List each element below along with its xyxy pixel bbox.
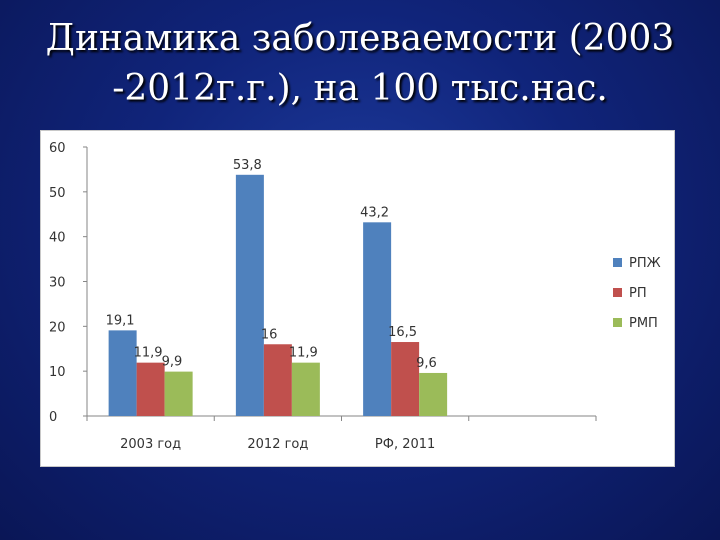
data-label: 9,6	[416, 356, 437, 371]
bar-РПЖ-1	[108, 330, 137, 416]
legend-label: РПЖ	[629, 256, 661, 271]
data-label: 16	[261, 327, 278, 342]
data-label: 43,2	[360, 205, 389, 220]
bar-РПЖ-3	[363, 222, 392, 416]
legend-label: РП	[629, 286, 647, 301]
slide-title: Динамика заболеваемости (2003 -2012г.г.)…	[20, 14, 700, 114]
x-category-label: 2012 год	[247, 437, 308, 452]
data-label: 53,8	[233, 158, 262, 173]
y-tick-label: 30	[49, 276, 66, 291]
data-label: 19,1	[106, 313, 135, 328]
data-label: 11,9	[134, 346, 163, 361]
bar-РП-2	[263, 344, 292, 416]
slide-title-line-2: -2012г.г.), на 100 тыс.нас.	[112, 68, 608, 109]
y-tick-label: 10	[49, 365, 66, 380]
legend-label: РМП	[629, 316, 658, 331]
legend-swatch-РП	[613, 288, 622, 297]
bar-РПЖ-2	[235, 174, 264, 416]
x-category-label: 2003 год	[120, 437, 181, 452]
slide-title-line-1: Динамика заболеваемости (2003	[45, 18, 675, 59]
chart-panel: 0 10 20 30 40 50 60 19,1 11,9 9,9 2003 год 53,8 16 11…	[40, 130, 675, 467]
y-tick-label: 0	[49, 410, 57, 425]
x-category-label: РФ, 2011	[375, 437, 435, 452]
data-label: 11,9	[289, 346, 318, 361]
y-tick-label: 60	[49, 141, 66, 156]
bar-РМП-3	[419, 372, 448, 416]
legend-swatch-РМП	[613, 318, 622, 327]
data-label: 16,5	[388, 325, 417, 340]
bar-РМП-2	[291, 362, 320, 416]
bar-РП-3	[391, 342, 420, 416]
bar-РП-1	[136, 362, 165, 416]
y-tick-label: 40	[49, 231, 66, 246]
legend-swatch-РПЖ	[613, 258, 622, 267]
y-tick-label: 20	[49, 320, 66, 335]
data-label: 9,9	[162, 355, 183, 370]
y-tick-label: 50	[49, 186, 66, 201]
bar-РМП-1	[164, 371, 193, 416]
